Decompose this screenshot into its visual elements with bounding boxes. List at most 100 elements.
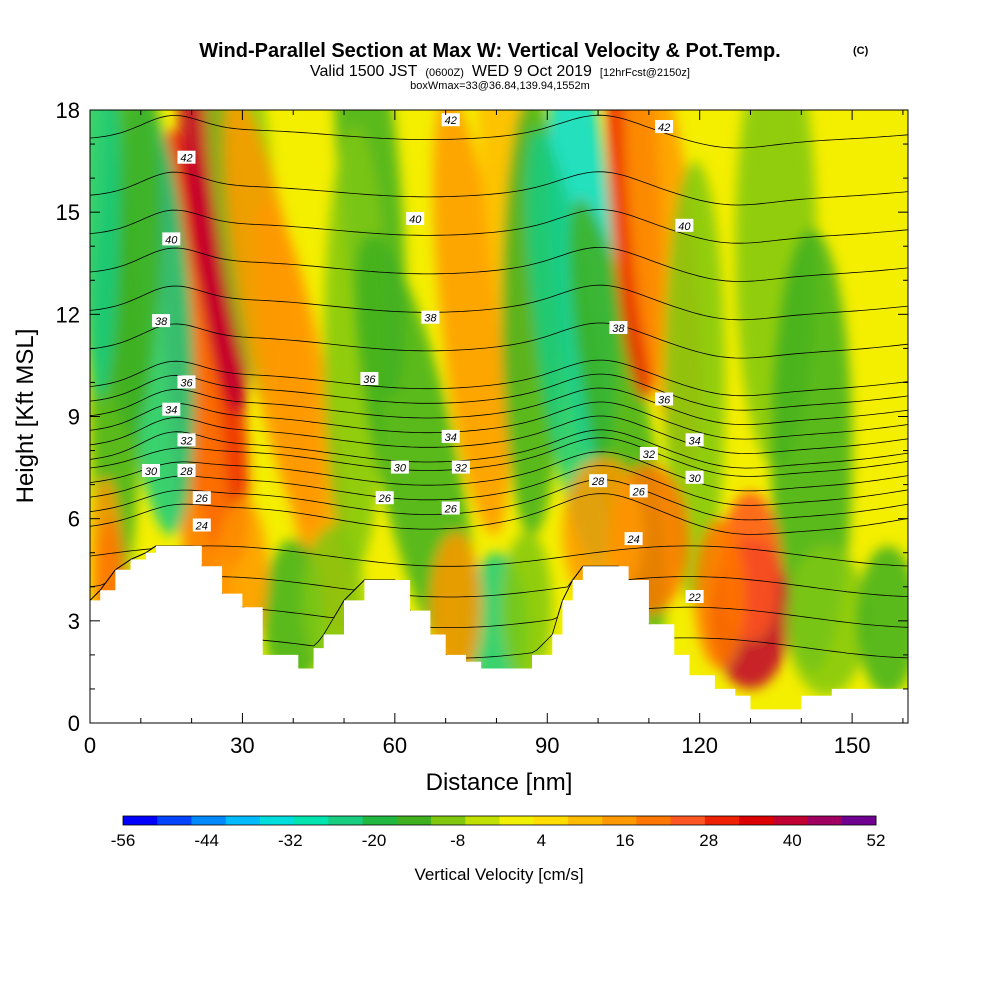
- theta-label-text: 34: [165, 405, 177, 417]
- theta-label-text: 30: [145, 466, 158, 478]
- velocity-blob: [174, 110, 249, 415]
- theta-label: 26: [375, 491, 394, 505]
- theta-contour-line: [90, 429, 908, 469]
- theta-contours: [90, 114, 908, 659]
- colorbar-swatch: [807, 816, 843, 825]
- x-tick-label: 30: [230, 733, 254, 758]
- theta-label: 38: [609, 321, 628, 335]
- theta-label-text: 42: [445, 115, 457, 127]
- colorbar-tick-label: -32: [278, 831, 303, 850]
- x-tick-label: 120: [681, 733, 718, 758]
- colorbar-tick-label: -8: [450, 831, 465, 850]
- theta-label-text: 32: [455, 463, 467, 475]
- colorbar-tick-label: -56: [111, 831, 136, 850]
- theta-label-text: 42: [180, 153, 192, 165]
- colorbar-swatch: [567, 816, 603, 825]
- theta-label: 34: [685, 433, 704, 447]
- theta-label-text: 36: [180, 377, 193, 389]
- x-tick-label: 60: [383, 733, 407, 758]
- theta-label-text: 40: [678, 221, 691, 233]
- colorbar-frame: [122, 815, 877, 826]
- colorbar-swatch: [465, 816, 500, 825]
- theta-label: 24: [624, 532, 643, 546]
- theta-label: 38: [152, 314, 171, 328]
- y-axis-label: Height [Kft MSL]: [12, 329, 39, 504]
- colorbar-swatch: [841, 816, 877, 825]
- colorbar-tick-label: 28: [699, 831, 718, 850]
- chart-title: Wind-Parallel Section at Max W: Vertical…: [199, 40, 780, 62]
- colorbar-tick-label: -20: [362, 831, 387, 850]
- colorbar-swatch: [533, 816, 569, 825]
- colorbar-swatch: [431, 816, 466, 825]
- theta-label-text: 42: [658, 122, 670, 134]
- theta-contour-line: [90, 387, 908, 425]
- theta-label-text: 36: [658, 395, 671, 407]
- y-tick-label: 18: [56, 98, 80, 123]
- theta-label: 30: [390, 460, 409, 475]
- theta-contour-line: [90, 479, 908, 521]
- theta-label-text: 26: [378, 493, 392, 505]
- theta-label: 22: [685, 590, 704, 604]
- colorbar-label: Vertical Velocity [cm/s]: [414, 865, 583, 884]
- theta-label-text: 40: [409, 214, 422, 226]
- y-tick-label: 9: [68, 405, 80, 430]
- theta-label: 34: [441, 429, 460, 444]
- theta-label: 36: [655, 392, 674, 407]
- theta-label-text: 38: [424, 313, 437, 325]
- theta-label-text: 26: [632, 486, 646, 498]
- colorbar-tick-label: 16: [616, 831, 635, 850]
- theta-label-text: 26: [444, 504, 458, 516]
- theta-label: 32: [177, 433, 196, 447]
- theta-contour-line: [90, 373, 908, 411]
- terrain-mask: [90, 545, 908, 723]
- colorbar-swatch: [259, 816, 295, 825]
- vertical-velocity-field: [90, 110, 908, 703]
- velocity-blob: [501, 532, 553, 683]
- theta-contour-line: [90, 247, 908, 282]
- velocity-blob: [90, 110, 121, 400]
- theta-label: 30: [142, 464, 160, 478]
- x-tick-label: 90: [535, 733, 559, 758]
- copyright-mark: (C): [853, 45, 869, 57]
- velocity-blob: [432, 110, 510, 535]
- velocity-blob: [694, 518, 746, 669]
- theta-label: 34: [162, 402, 181, 417]
- velocity-blob: [857, 545, 908, 696]
- theta-label: 26: [192, 491, 211, 505]
- y-tick-label: 3: [68, 609, 80, 634]
- valid-time: Valid 1500 JST: [310, 63, 418, 80]
- theta-label: 40: [406, 212, 425, 226]
- theta-label: 28: [589, 474, 608, 488]
- theta-label: 24: [192, 518, 211, 533]
- valid-date: WED 9 Oct 2019: [472, 63, 592, 80]
- colorbar: -56 -44 -32 -20 -8 4 16 28 40 52: [111, 815, 885, 850]
- theta-contour-line: [90, 545, 908, 567]
- velocity-blob: [524, 129, 611, 568]
- theta-label-text: 30: [394, 463, 407, 475]
- colorbar-swatch: [191, 816, 227, 825]
- theta-label-text: 28: [591, 476, 605, 488]
- theta-label-text: 24: [195, 521, 208, 533]
- theta-label-text: 24: [626, 534, 639, 546]
- theta-contour-line: [90, 493, 908, 535]
- colorbar-tick-label: -44: [194, 831, 219, 850]
- velocity-blob: [786, 545, 868, 696]
- colorbar-swatch: [499, 816, 535, 825]
- theta-contour-line: [90, 284, 908, 321]
- colorbar-swatch: [636, 816, 672, 825]
- colorbar-swatch: [157, 816, 192, 825]
- theta-label-text: 38: [612, 323, 625, 335]
- theta-label-text: 34: [688, 435, 700, 447]
- theta-label-text: 34: [445, 432, 457, 444]
- theta-contour-line: [90, 322, 908, 359]
- theta-contour-line: [90, 465, 908, 506]
- theta-label-text: 26: [195, 493, 209, 505]
- velocity-blob: [254, 198, 353, 635]
- theta-label: 32: [639, 447, 658, 461]
- theta-label: 42: [441, 113, 460, 127]
- theta-contour-line: [90, 209, 908, 244]
- theta-label: 40: [162, 232, 181, 246]
- theta-contour-line: [90, 171, 908, 206]
- forecast-info: [12hrFcst@2150z]: [600, 67, 690, 79]
